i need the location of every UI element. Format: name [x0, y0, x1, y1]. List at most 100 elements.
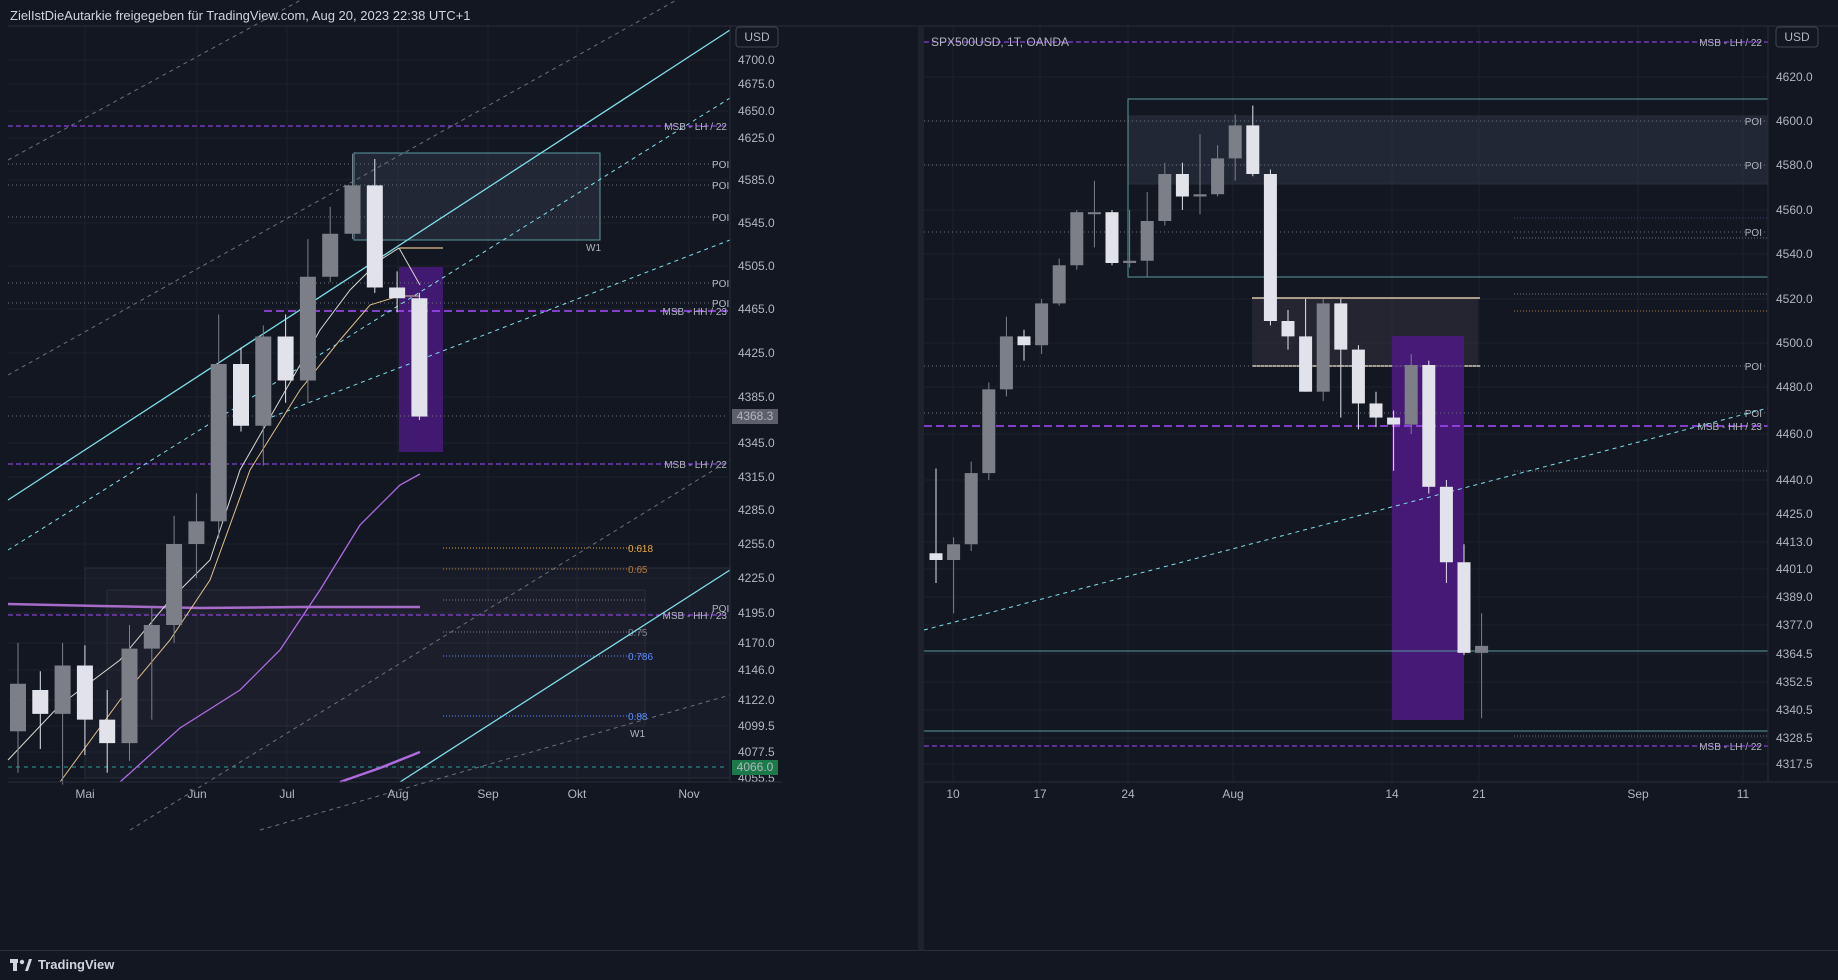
ma-white-left [7, 247, 421, 761]
price-tick-left: 4585.0 [738, 173, 775, 187]
fib-label-0.786: 0.786 [628, 652, 653, 663]
candle-body-right[interactable] [1422, 365, 1436, 487]
candle-body-right[interactable] [1052, 265, 1066, 304]
alt-price-left: 4066.0 [737, 760, 774, 774]
candle-body-right[interactable] [1228, 125, 1242, 159]
price-axis-left[interactable] [730, 26, 782, 782]
candle-body-left[interactable] [322, 233, 339, 277]
candle-body-right[interactable] [1175, 174, 1189, 197]
time-tick-left: Okt [568, 787, 587, 801]
candle-body-left[interactable] [10, 683, 26, 732]
candle-body-right[interactable] [1035, 303, 1049, 346]
candle-body-left[interactable] [255, 336, 272, 426]
channel-dash-1 [7, 0, 678, 376]
price-tick-left: 4225.0 [738, 571, 775, 585]
candle-body-left[interactable] [344, 185, 361, 234]
candle-body-right[interactable] [1457, 562, 1471, 653]
candle-body-right[interactable] [1105, 212, 1119, 263]
price-tick-left: 4170.0 [738, 636, 775, 650]
candle-body-left[interactable] [299, 276, 316, 381]
time-tick-left: Sep [477, 787, 499, 801]
poi-label-1: POI [712, 160, 729, 171]
price-tick-right: 4580.0 [1776, 158, 1813, 172]
msb-lh-label-left: MSB - LH / 22 [664, 122, 727, 133]
candle-body-left[interactable] [411, 298, 428, 417]
price-axis-right[interactable] [1768, 26, 1838, 782]
candle-body-right[interactable] [1369, 403, 1383, 418]
price-tick-right: 4352.5 [1776, 675, 1813, 689]
price-tick-left: 4385.0 [738, 390, 775, 404]
fib-label-0.88: 0.88 [628, 712, 648, 723]
price-tick-right: 4600.0 [1776, 114, 1813, 128]
candle-body-right[interactable] [1087, 212, 1101, 215]
candle-body-right[interactable] [947, 544, 961, 560]
fib-zone-box [84, 567, 731, 779]
poi-label-6: POI [712, 604, 729, 615]
price-tick-left: 4545.0 [738, 216, 775, 230]
poi-label-2: POI [712, 181, 729, 192]
time-tick-left: Jul [279, 787, 294, 801]
candle-body-left[interactable] [277, 336, 294, 381]
price-tick-right: 4460.0 [1776, 427, 1813, 441]
candle-body-left[interactable] [166, 544, 183, 625]
candle-body-left[interactable] [233, 364, 249, 426]
w1-label-2: W1 [630, 729, 645, 740]
candle-body-right[interactable] [982, 389, 996, 474]
currency-button-right[interactable] [1775, 26, 1819, 48]
candle-body-left[interactable] [76, 665, 93, 720]
candle-body-right[interactable] [929, 553, 943, 560]
candle-body-right[interactable] [1281, 321, 1295, 337]
price-tick-left: 4122.0 [738, 693, 775, 707]
price-tick-right: 4401.0 [1776, 562, 1813, 576]
currency-label-right: USD [1784, 30, 1810, 44]
msb-lh-label-right: MSB - LH / 22 [1699, 38, 1762, 49]
candle-body-left[interactable] [32, 690, 49, 714]
candle-body-right[interactable] [964, 473, 978, 545]
price-tick-left: 4650.0 [738, 104, 775, 118]
fib-zone-inner [106, 589, 646, 727]
candle-body-right[interactable] [1475, 645, 1489, 653]
candle-body-right[interactable] [1404, 365, 1418, 425]
candle-body-right[interactable] [1316, 303, 1330, 392]
candle-body-right[interactable] [999, 336, 1013, 390]
candle-body-right[interactable] [1140, 221, 1154, 261]
candle-body-right[interactable] [1158, 174, 1172, 221]
tradingview-logo[interactable]: TradingView [10, 957, 114, 972]
candle-body-right[interactable] [1334, 303, 1348, 350]
candle-body-left[interactable] [54, 665, 71, 714]
candle-body-right[interactable] [1299, 336, 1313, 392]
candle-body-left[interactable] [210, 364, 227, 522]
candle-body-left[interactable] [188, 521, 205, 544]
candle-body-right[interactable] [1211, 158, 1225, 195]
pane-divider[interactable] [918, 26, 924, 950]
candle-body-left[interactable] [99, 719, 116, 744]
candle-body-right[interactable] [1439, 486, 1453, 563]
candle-body-right[interactable] [1070, 212, 1084, 266]
candle-body-left[interactable] [121, 648, 138, 744]
candle-body-left[interactable] [366, 185, 383, 288]
price-tick-left: 4255.0 [738, 537, 775, 551]
price-tick-right: 4480.0 [1776, 380, 1813, 394]
tradingview-brand: TradingView [38, 957, 115, 972]
candle-body-right[interactable] [1017, 336, 1031, 346]
price-tick-right: 4425.0 [1776, 507, 1813, 521]
candle-body-right[interactable] [1246, 125, 1260, 174]
candle-body-right[interactable] [1193, 194, 1207, 197]
channel-dash-3 [129, 459, 731, 831]
candle-body-left[interactable] [143, 625, 160, 649]
candle-body-right[interactable] [1351, 349, 1365, 404]
candle-body-right[interactable] [1387, 417, 1401, 425]
candle-body-right[interactable] [1263, 174, 1277, 321]
poi-label-r-3: POI [1745, 228, 1762, 239]
price-tick-left: 4315.0 [738, 470, 775, 484]
w1-label: W1 [586, 243, 601, 254]
ma-orange-left [59, 295, 420, 783]
candle-body-left[interactable] [389, 287, 406, 299]
price-tick-right: 4340.5 [1776, 703, 1813, 717]
time-tick-left: Nov [678, 787, 699, 801]
currency-button-left[interactable] [735, 26, 779, 48]
price-tick-left: 4675.0 [738, 77, 775, 91]
price-tick-left: 4099.5 [738, 719, 775, 733]
ma-long-left [7, 602, 420, 610]
candle-body-right[interactable] [1123, 260, 1137, 263]
